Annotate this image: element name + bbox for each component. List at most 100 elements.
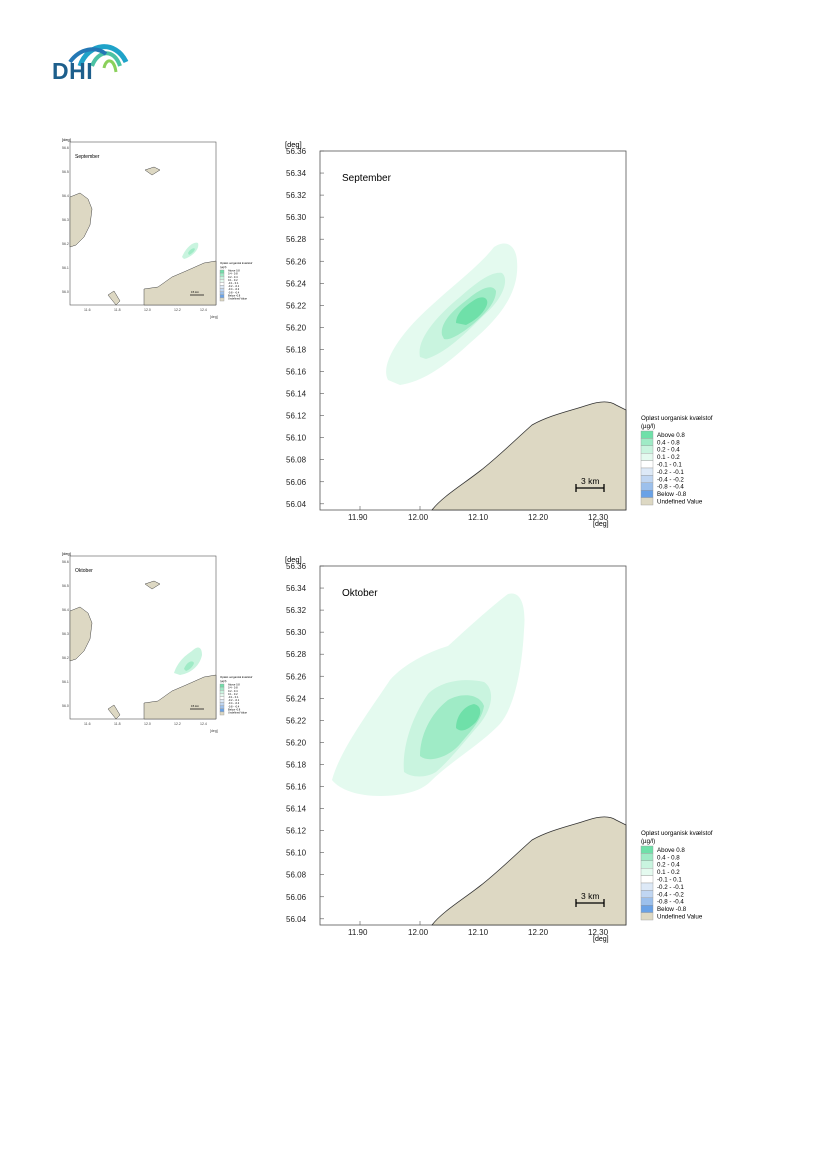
overview-land-island-south	[107, 290, 121, 306]
y-tick-label: 56.26	[286, 672, 307, 681]
logo-text: DHI	[52, 58, 94, 84]
y-tick-label: 56.34	[286, 584, 307, 593]
x-tick-label: 12.00	[408, 513, 429, 522]
overview-y-tick: 56.5	[62, 170, 69, 174]
legend-item-label: Undefined Value	[657, 499, 703, 506]
overview-land-southeast	[143, 260, 217, 306]
y-tick-label: 56.14	[286, 805, 307, 814]
legend-swatch	[219, 275, 225, 280]
overview-y-unit: [deg]	[62, 551, 71, 556]
overview-x-tick: 12.4	[200, 308, 207, 312]
legend-item-label: 0.4 - 0.8	[228, 686, 238, 690]
overview-legend-unit: (µg/l)	[220, 679, 226, 683]
legend-swatch	[640, 490, 654, 498]
legend-swatch	[219, 702, 225, 706]
legend-item-label: -0.8 - -0.4	[657, 899, 684, 906]
overview-x-tick: 12.4	[200, 722, 207, 726]
y-tick-label: 56.10	[286, 849, 307, 858]
overview-land-west	[69, 192, 93, 248]
legend-item-label: -0.8 - -0.4	[228, 290, 240, 294]
overview-map-oktober: [deg] 56.6 56.5 56.4 56.3 56.2 56.1 56.0…	[62, 551, 253, 733]
y-tick-label: 56.16	[286, 783, 307, 792]
legend-swatch	[219, 689, 225, 694]
plume-contour-above-0-8	[456, 297, 488, 325]
x-axis-unit: [deg]	[593, 936, 609, 943]
legend-item-label: 0.4 - 0.8	[228, 272, 238, 276]
overview-y-tick: 56.0	[62, 290, 69, 294]
overview-x-tick: 12.2	[174, 308, 181, 312]
overview-y-tick: 56.4	[62, 608, 69, 612]
legend-swatch	[219, 294, 225, 299]
main-map-september: [deg] 56.36 56.34 56.32 56.30 56.28 56.26 56.2…	[285, 140, 713, 528]
y-tick-label: 56.24	[286, 279, 307, 288]
y-tick-label: 56.20	[286, 738, 307, 747]
legend-item-label: Above 0.8	[228, 269, 240, 273]
overview-legend-title: Opløst uorganisk kvælstof	[220, 261, 253, 265]
overview-y-tick: 56.5	[62, 584, 69, 588]
legend-swatch	[219, 693, 225, 697]
legend-swatch	[640, 890, 654, 898]
legend-swatch	[219, 282, 225, 286]
y-tick-label: 56.26	[286, 257, 307, 266]
overview-y-tick: 56.3	[62, 632, 69, 636]
overview-scale-label: 15 km	[191, 704, 200, 708]
y-tick-label: 56.04	[286, 915, 307, 924]
scale-bar-label: 3 km	[581, 891, 599, 901]
legend-item-label: -0.1 - 0.1	[657, 462, 682, 469]
y-tick-label: 56.08	[286, 456, 307, 465]
overview-y-tick: 56.6	[62, 146, 69, 150]
overview-x-unit: [deg]	[210, 315, 218, 319]
legend-item-label: -0.4 - -0.2	[228, 287, 240, 291]
legend-swatch	[640, 897, 654, 906]
logo-wave-1	[77, 44, 129, 67]
panel-month-label: September	[342, 173, 392, 184]
overview-month: Oktober	[75, 568, 93, 574]
legend: Opløst uorganisk kvælstof (µg/l) Above 0…	[640, 830, 713, 921]
legend-item-label: Above 0.8	[228, 683, 240, 687]
legend-item-label: 0.2 - 0.4	[228, 689, 238, 693]
legend-swatch	[219, 285, 225, 289]
overview-x-tick: 12.0	[144, 722, 151, 726]
y-tick-label: 56.16	[286, 368, 307, 377]
legend-title: Opløst uorganisk kvælstof	[641, 830, 713, 837]
overview-y-tick: 56.2	[62, 656, 69, 660]
legend-swatch	[640, 482, 654, 491]
legend-swatch	[640, 845, 654, 854]
overview-y-tick: 56.2	[62, 242, 69, 246]
overview-land-island-south	[107, 704, 121, 720]
overview-x-tick: 12.2	[174, 722, 181, 726]
x-tick-label: 12.00	[408, 928, 429, 937]
y-tick-label: 56.08	[286, 871, 307, 880]
legend-swatch	[219, 708, 225, 713]
y-tick-label: 56.18	[286, 760, 307, 769]
legend-swatch	[219, 279, 225, 283]
panel-month-label: Oktober	[342, 588, 378, 599]
y-tick-label: 56.12	[286, 412, 307, 421]
legend-swatch	[640, 882, 654, 891]
legend-swatch	[640, 438, 654, 446]
x-tick-label: 12.20	[528, 928, 549, 937]
overview-x-tick: 12.0	[144, 308, 151, 312]
legend-item-label: -0.2 - -0.1	[228, 284, 240, 288]
legend-swatch	[640, 453, 654, 461]
legend-item-label: 0.1 - 0.2	[657, 454, 680, 461]
overview-x-tick: 11.8	[114, 722, 121, 726]
legend-swatch	[219, 272, 225, 277]
x-tick-label: 12.20	[528, 513, 549, 522]
x-tick-label: 11.90	[348, 928, 368, 937]
legend-item-label: 0.4 - 0.8	[657, 439, 680, 446]
legend-item-label: 0.1 - 0.2	[228, 278, 238, 282]
overview-y-tick: 56.1	[62, 680, 69, 684]
legend-item-label: Below -0.8	[657, 906, 687, 913]
legend-item-label: Undefined Value	[657, 914, 703, 921]
legend-item-label: -0.1 - 0.1	[657, 877, 682, 884]
y-tick-label: 56.10	[286, 434, 307, 443]
legend-title: Opløst uorganisk kvælstof	[641, 415, 713, 422]
y-tick-label: 56.12	[286, 827, 307, 836]
y-tick-label: 56.18	[286, 345, 307, 354]
overview-legend-unit: (µg/l)	[220, 265, 226, 269]
x-tick-label: 11.90	[348, 513, 368, 522]
y-tick-label: 56.24	[286, 694, 307, 703]
legend-swatch	[640, 430, 654, 439]
legend-item-label: Undefined Value	[228, 297, 248, 301]
